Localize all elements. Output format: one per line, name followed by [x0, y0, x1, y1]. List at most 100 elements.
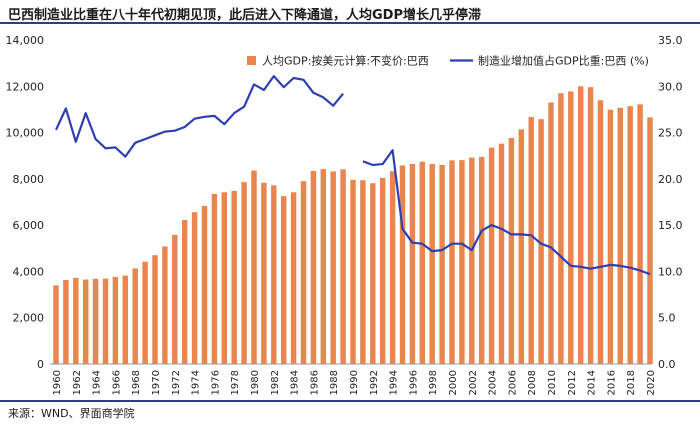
gdp-bar	[568, 91, 574, 365]
x-axis-tick-label: 1992	[369, 370, 380, 395]
gdp-bar	[92, 278, 99, 364]
x-axis-tick-label: 1964	[92, 370, 103, 395]
right-axis-tick-label: 0.0	[658, 358, 676, 371]
x-axis-tick-label: 1984	[290, 370, 301, 395]
x-axis-tick-label: 1960	[52, 370, 63, 395]
x-axis-tick-label: 2016	[606, 370, 617, 395]
x-axis-tick-label: 2002	[468, 370, 479, 395]
gdp-bar	[419, 161, 426, 364]
x-axis-tick-label: 1982	[270, 370, 281, 395]
gdp-bar	[340, 169, 346, 364]
left-axis-tick-label: 10,000	[6, 127, 45, 140]
left-axis-tick-label: 8,000	[13, 173, 45, 186]
gdp-bar	[409, 164, 416, 364]
gdp-bar	[221, 192, 228, 364]
x-axis-tick-label: 2010	[547, 370, 558, 395]
gdp-bar	[290, 192, 297, 364]
x-axis-tick-label: 1980	[250, 370, 261, 395]
gdp-bar	[310, 170, 317, 364]
gdp-bar	[607, 109, 614, 364]
source-note: 来源：WND、界面商学院	[8, 407, 135, 420]
x-axis-tick-label: 1966	[111, 370, 122, 395]
manufacturing-share-line	[362, 149, 651, 276]
x-axis-tick-label: 2006	[507, 370, 518, 395]
legend-bar-swatch	[247, 56, 256, 65]
gdp-bar	[350, 179, 356, 364]
gdp-bar	[330, 171, 336, 364]
gdp-bar	[231, 190, 237, 364]
gdp-bar	[389, 171, 396, 364]
gdp-bar	[102, 278, 109, 364]
gdp-bar	[587, 87, 594, 364]
gdp-bar	[320, 169, 327, 364]
x-axis-tick-label: 2012	[567, 370, 578, 395]
gdp-bar	[82, 279, 89, 364]
gdp-bar	[63, 279, 69, 364]
x-axis-tick-label: 1970	[151, 370, 162, 395]
left-axis-tick-label: 14,000	[6, 34, 45, 47]
x-axis-tick-label: 1998	[428, 370, 439, 395]
left-axis-tick-label: 12,000	[6, 80, 45, 93]
gdp-bar	[399, 165, 406, 364]
x-axis-tick-label: 1990	[349, 370, 360, 395]
chart-title: 巴西制造业比重在八十年代初期见顶，此后进入下降通道，人均GDP增长几乎停滞	[8, 8, 481, 23]
gdp-bar	[478, 156, 485, 364]
legend-bar-label: 人均GDP:按美元计算:不变价:巴西	[262, 54, 429, 68]
title-rule	[0, 22, 700, 24]
right-axis-tick-label: 10.0	[658, 265, 683, 278]
gdp-bar	[122, 275, 129, 364]
gdp-bar	[241, 182, 247, 364]
gdp-bar	[429, 164, 435, 364]
x-axis-tick-label: 1974	[191, 370, 202, 395]
right-axis-tick-label: 35.0	[658, 34, 683, 47]
gdp-bar	[191, 212, 198, 364]
gdp-bar	[271, 185, 277, 364]
gdp-bar	[132, 268, 138, 364]
gdp-bar	[152, 255, 158, 364]
gdp-bar	[597, 100, 604, 365]
x-axis-tick-label: 1978	[230, 370, 241, 395]
x-axis-tick-label: 1994	[389, 370, 400, 395]
x-axis-tick-label: 2014	[587, 370, 598, 395]
gdp-bar	[508, 137, 515, 364]
gdp-bar	[73, 277, 79, 364]
gdp-bar	[617, 107, 624, 365]
gdp-bar	[459, 160, 465, 364]
gdp-bar	[172, 234, 178, 364]
gdp-bar	[577, 86, 584, 365]
x-axis-tick-label: 1962	[72, 370, 83, 395]
gdp-bar	[449, 160, 455, 364]
x-axis-tick-label: 1988	[329, 370, 340, 395]
right-axis-tick-label: 30.0	[658, 80, 683, 93]
gdp-bar	[142, 261, 148, 364]
source-rule	[0, 400, 700, 402]
gdp-bar	[53, 285, 59, 364]
x-axis-tick-label: 2008	[527, 370, 538, 395]
left-axis-tick-label: 4,000	[13, 265, 45, 278]
gdp-bar	[548, 102, 554, 364]
x-axis-tick-label: 1968	[131, 370, 142, 395]
gdp-bar	[261, 182, 267, 364]
gdp-bar	[370, 183, 376, 364]
legend-line-label: 制造业增加值占GDP比重:巴西 (%)	[478, 54, 649, 68]
x-axis-tick-label: 2004	[488, 370, 499, 395]
gdp-bar	[251, 170, 257, 364]
gdp-bar	[528, 117, 534, 365]
x-axis-tick-label: 2000	[448, 370, 459, 395]
gdp-bar	[379, 177, 386, 364]
gdp-bar	[647, 117, 653, 364]
x-axis-tick-label: 2020	[646, 370, 657, 395]
right-axis-tick-label: 20.0	[658, 173, 683, 186]
x-axis-tick-label: 2018	[626, 370, 637, 395]
gdp-bar	[538, 119, 544, 364]
gdp-bar	[627, 106, 633, 364]
gdp-bar	[518, 129, 525, 364]
gdp-bar	[181, 220, 188, 364]
left-axis-tick-label: 2,000	[13, 312, 45, 325]
gdp-bar	[439, 164, 445, 364]
gdp-bar	[498, 143, 505, 364]
left-axis-tick-label: 6,000	[13, 219, 45, 232]
manufacturing-share-line	[55, 74, 344, 158]
x-axis-tick-label: 1986	[309, 370, 320, 395]
